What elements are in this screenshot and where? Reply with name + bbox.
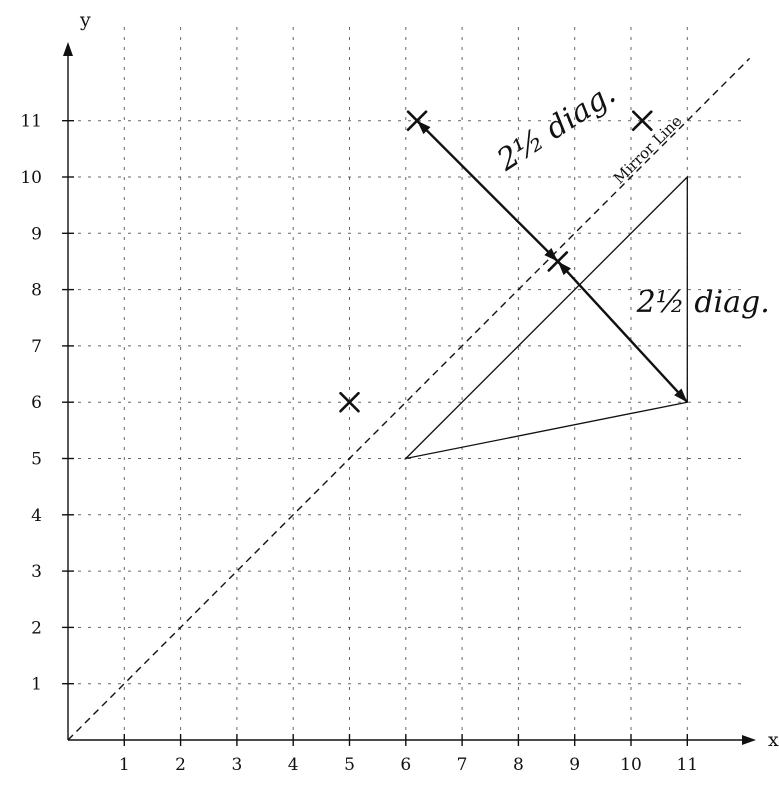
x-tick-label: 10 [620, 755, 642, 775]
axes [62, 42, 756, 746]
y-tick-label: 1 [31, 675, 42, 695]
cross-mark [631, 110, 653, 131]
y-axis-label: y [79, 9, 91, 31]
x-tick-label: 9 [569, 755, 580, 775]
cross-stroke [406, 110, 428, 131]
triangle-shape [403, 175, 688, 460]
diagonal-distance-label-1: 2½ diag. [490, 76, 622, 178]
x-tick-label: 3 [231, 755, 242, 775]
y-tick-label: 5 [31, 450, 42, 470]
y-tick-label: 3 [31, 562, 42, 582]
x-axis-label: x [768, 729, 779, 751]
x-tick-label: 6 [400, 755, 411, 775]
y-tick-label: 6 [31, 393, 42, 413]
cross-stroke [547, 251, 569, 272]
y-tick-label: 10 [20, 168, 42, 188]
mirror-line [67, 57, 751, 741]
diagonal-distance-label-2: 2½ diag. [636, 285, 770, 320]
distance-arrow-1 [416, 119, 559, 263]
x-axis-arrowhead [742, 735, 756, 745]
cross-mark [339, 391, 360, 413]
cross-mark [547, 251, 569, 272]
y-axis-arrowhead [63, 42, 73, 56]
x-tick-label: 11 [676, 755, 698, 775]
triangle-group [403, 175, 688, 460]
x-tick-label: 7 [457, 755, 468, 775]
x-tick-label: 1 [119, 755, 130, 775]
y-tick-label: 7 [31, 337, 42, 357]
mirror-line-label: Mirror Line [610, 112, 686, 188]
cross-mark [406, 110, 428, 131]
cross-stroke [631, 110, 653, 131]
distance-arrow-2-head-end [674, 388, 688, 403]
cross-marks [339, 110, 653, 413]
y-tick-label: 11 [20, 112, 42, 132]
y-tick-label: 8 [31, 281, 42, 301]
distance-arrow-2 [556, 260, 689, 404]
y-tick-label: 4 [31, 506, 42, 526]
x-tick-label: 4 [288, 755, 299, 775]
y-tick-label: 2 [31, 618, 42, 638]
x-tick-label: 2 [175, 755, 186, 775]
mirror-line-group [67, 57, 751, 741]
y-tick-label: 9 [31, 224, 42, 244]
x-tick-label: 8 [513, 755, 524, 775]
cross-stroke [339, 391, 360, 413]
grid-lines [68, 22, 748, 740]
x-tick-label: 5 [344, 755, 355, 775]
